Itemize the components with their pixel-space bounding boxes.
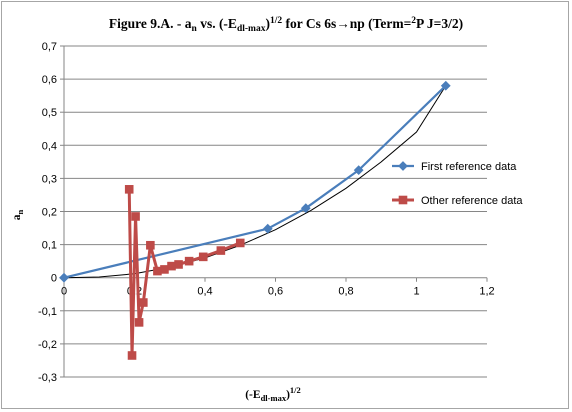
- y-tick-label: 0,5: [42, 107, 57, 119]
- x-tick-label: 0,8: [338, 286, 353, 298]
- y-tick-label: -0,2: [38, 339, 57, 351]
- title-sub-dl: dl-max: [237, 24, 266, 34]
- y-tick-label: -0,3: [38, 372, 57, 384]
- data-point: [134, 318, 144, 327]
- data-point: [184, 256, 194, 266]
- gridlines: [64, 45, 487, 378]
- data-point: [216, 246, 226, 255]
- series-line: [63, 84, 447, 279]
- title-mid3: for Cs 6s→np (Term=: [282, 16, 411, 31]
- y-axis-title-sub: n: [15, 209, 25, 214]
- trendline: [63, 85, 447, 279]
- x-axis-title-sub: dl-max: [261, 393, 287, 403]
- data-point: [235, 238, 245, 248]
- y-tick-label: 0: [51, 273, 57, 285]
- x-tick-label: 1,2: [479, 286, 494, 298]
- y-tick-label: 0,3: [42, 173, 57, 185]
- title-prefix: Figure 9.A. - a: [109, 16, 192, 31]
- series-2: [124, 185, 245, 360]
- y-tick-label: 0,7: [42, 41, 57, 53]
- legend-marker: [398, 195, 408, 205]
- series-1: [59, 80, 451, 283]
- data-point: [440, 80, 451, 91]
- x-tick-label: 0,6: [268, 286, 283, 298]
- legend-label: Other reference data: [421, 195, 523, 207]
- y-tick-label: 0,4: [42, 140, 57, 152]
- title-tail: P J=3/2): [416, 16, 463, 31]
- data-point: [59, 272, 69, 283]
- data-point: [127, 351, 137, 360]
- y-axis-title-main: a: [11, 214, 23, 220]
- y-tick-label: 0,1: [42, 240, 57, 252]
- data-point: [124, 185, 134, 194]
- legend-item-1: First reference data: [392, 161, 517, 173]
- title-sup-half: 1/2: [270, 16, 282, 26]
- x-axis-title: (-Edl-max)1/2: [245, 385, 301, 403]
- series-line: [127, 189, 241, 357]
- data-point: [146, 240, 155, 250]
- data-point: [300, 203, 311, 214]
- x-tick-label: 1: [413, 286, 419, 298]
- legend-marker: [398, 161, 408, 171]
- series: [59, 80, 451, 360]
- data-point: [167, 261, 176, 271]
- data-point: [139, 298, 148, 307]
- data-point: [160, 265, 169, 274]
- legend-label: First reference data: [421, 161, 517, 173]
- data-point: [262, 223, 273, 234]
- x-tick-label: 0,4: [197, 286, 212, 298]
- x-axis-title-close: ): [286, 389, 290, 401]
- chart-title: Figure 9.A. - an vs. (-Edl-max)1/2 for C…: [109, 16, 463, 34]
- title-sub-n: n: [192, 24, 198, 34]
- x-axis-title-main: (-E: [245, 389, 261, 401]
- y-tick-label: 0,6: [42, 74, 57, 86]
- y-tick-label: -0,1: [38, 306, 57, 318]
- y-axis-title: an: [11, 209, 25, 220]
- data-point: [174, 260, 183, 269]
- data-point: [353, 165, 364, 176]
- title-mid2: ): [265, 16, 270, 31]
- title-mid1: vs. (-E: [197, 16, 237, 31]
- x-axis-title-sup: 1/2: [290, 385, 301, 395]
- title-sup-2: 2: [411, 16, 416, 26]
- data-point: [131, 212, 140, 221]
- tick-labels: 0,70,60,50,40,30,20,10-0,1-0,2-0,30 0,2 0,…: [38, 41, 495, 384]
- data-point: [153, 266, 162, 276]
- x-tick-label: 0: [61, 286, 67, 298]
- data-point: [198, 252, 208, 262]
- trendline-curve: [63, 85, 447, 279]
- y-tick-label: 0,2: [42, 207, 57, 219]
- legend: First reference data Other reference data: [392, 161, 523, 207]
- legend-item-2: Other reference data: [392, 195, 523, 207]
